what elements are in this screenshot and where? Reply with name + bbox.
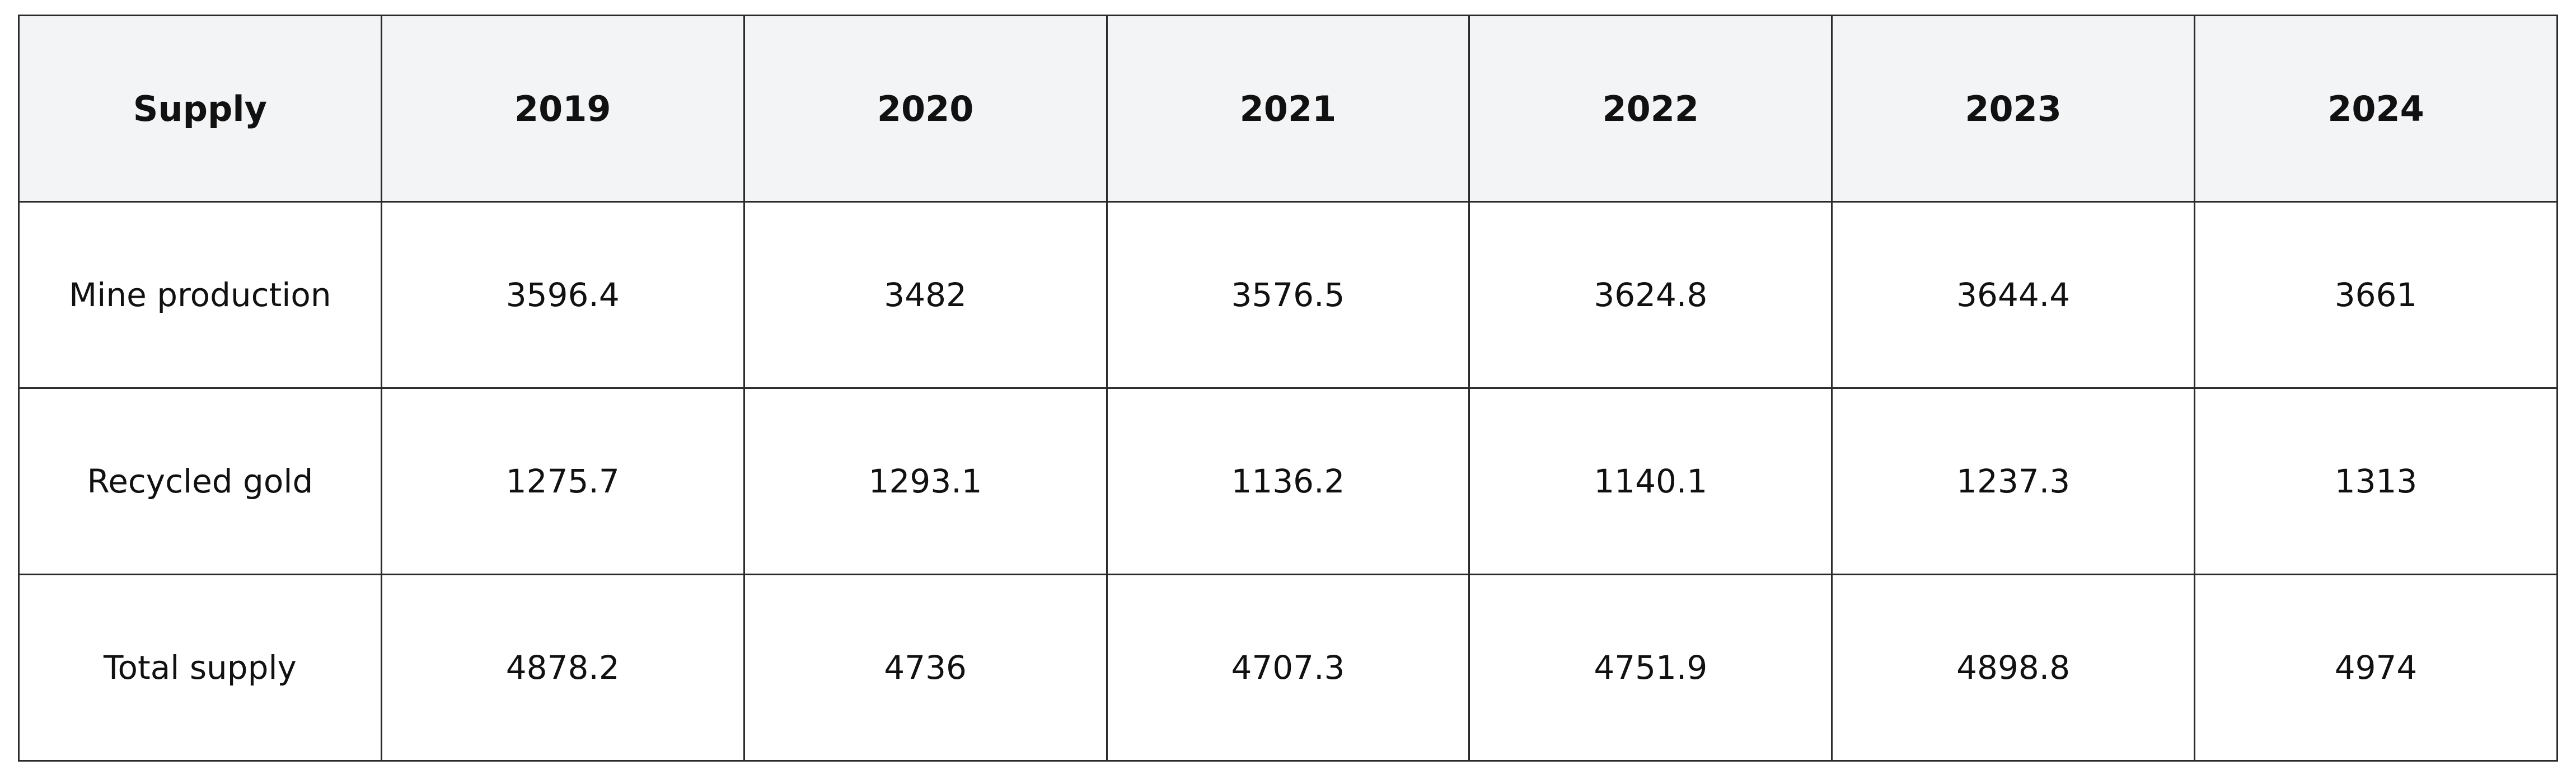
data-cell: 3482 [743, 201, 1108, 389]
data-cell: 4736 [743, 574, 1108, 762]
data-cell: 3596.4 [380, 201, 745, 389]
supply-table: Supply 2019 2020 2021 2022 2023 2024 Mine prod… [18, 15, 2558, 762]
data-cell: 4878.2 [380, 574, 745, 762]
header-cell: 2019 [380, 15, 745, 203]
data-cell: 3576.5 [1106, 201, 1470, 389]
data-cell: 3644.4 [1831, 201, 2196, 389]
header-cell: 2020 [743, 15, 1108, 203]
data-cell: 4751.9 [1468, 574, 1833, 762]
table-body: Mine production 3596.4 3482 3576.5 3624.8 364… [18, 201, 2558, 762]
data-cell: 1313 [2194, 387, 2558, 575]
data-cell: 1293.1 [743, 387, 1108, 575]
data-cell: 4707.3 [1106, 574, 1470, 762]
header-cell: 2021 [1106, 15, 1470, 203]
row-label: Mine production [18, 201, 382, 389]
header-cell: 2022 [1468, 15, 1833, 203]
data-cell: 4898.8 [1831, 574, 2196, 762]
data-cell: 4974 [2194, 574, 2558, 762]
header-cell: 2024 [2194, 15, 2558, 203]
data-cell: 1237.3 [1831, 387, 2196, 575]
data-cell: 1275.7 [380, 387, 745, 575]
data-cell: 3624.8 [1468, 201, 1833, 389]
row-label: Recycled gold [18, 387, 382, 575]
table-row: Recycled gold 1275.7 1293.1 1136.2 1140.1 123… [18, 387, 2558, 575]
header-row: Supply 2019 2020 2021 2022 2023 2024 [18, 15, 2558, 203]
data-cell: 1136.2 [1106, 387, 1470, 575]
header-cell: Supply [18, 15, 382, 203]
row-label: Total supply [18, 574, 382, 762]
table-header: Supply 2019 2020 2021 2022 2023 2024 [18, 15, 2558, 203]
data-cell: 3661 [2194, 201, 2558, 389]
table-row: Mine production 3596.4 3482 3576.5 3624.8 364… [18, 201, 2558, 389]
table-container: Supply 2019 2020 2021 2022 2023 2024 Mine prod… [18, 15, 2558, 762]
table-row: Total supply 4878.2 4736 4707.3 4751.9 4898.8… [18, 574, 2558, 762]
header-cell: 2023 [1831, 15, 2196, 203]
data-cell: 1140.1 [1468, 387, 1833, 575]
